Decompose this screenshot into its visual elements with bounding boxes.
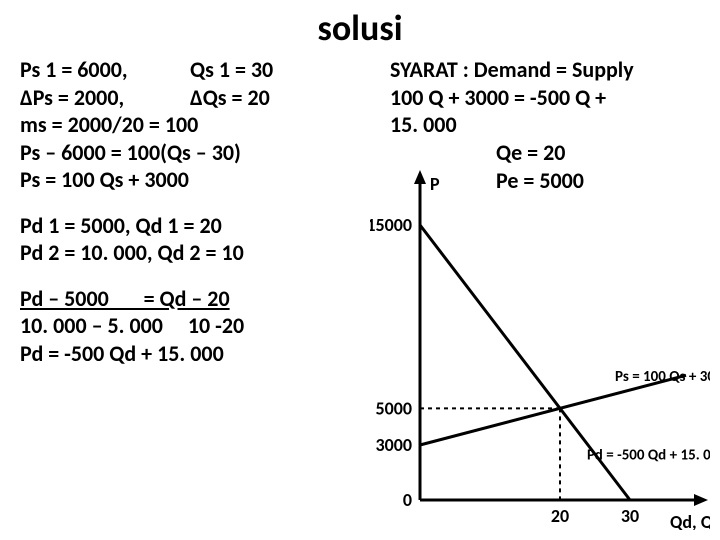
syarat-l2: 100 Q + 3000 = -500 Q + (390, 84, 710, 112)
pd2: Pd 2 = 10. 000, Qd 2 = 10 (20, 239, 360, 267)
svg-text:20: 20 (551, 505, 569, 527)
page-title: solusi (0, 6, 720, 50)
svg-text:15000: 15000 (370, 214, 412, 236)
ps1: Ps 1 = 6000, (20, 56, 190, 84)
svg-text:5000: 5000 (376, 397, 413, 419)
svg-text:30: 30 (621, 505, 639, 527)
ms: ms = 2000/20 = 100 (20, 111, 360, 139)
demand-eq-block: Pd – 5000 = Qd – 20 10. 000 – 5. 000 10 … (20, 285, 360, 368)
supply-eq1: Ps – 6000 = 100(Qs – 30) (20, 139, 360, 167)
svg-text:Ps = 100 Qs + 3000: Ps = 100 Qs + 3000 (615, 368, 710, 386)
syarat-l3: 15. 000 (390, 111, 710, 139)
svg-text:3000: 3000 (376, 434, 413, 456)
pd1: Pd 1 = 5000, Qd 1 = 20 (20, 212, 360, 240)
dps: ΔPs = 2000, (20, 84, 190, 112)
equilibrium-chart: P Qd, Qs 15000 5000 3000 0 20 30 Ps = 100 Qs + 3… (370, 160, 710, 530)
demand-result: Pd = -500 Qd + 15. 000 (20, 340, 360, 368)
svg-text:Qd, Qs: Qd, Qs (670, 511, 710, 530)
dqs: ΔQs = 20 (190, 84, 270, 112)
svg-text:0: 0 (403, 489, 412, 511)
left-column: Ps 1 = 6000, Qs 1 = 30 ΔPs = 2000, ΔQs =… (20, 56, 360, 385)
chart-svg: P Qd, Qs 15000 5000 3000 0 20 30 Ps = 100 Qs + 3… (370, 160, 710, 530)
supply-eq2: Ps = 100 Qs + 3000 (20, 166, 360, 194)
demand-frac-bot: 10. 000 – 5. 000 10 -20 (20, 312, 360, 340)
demand-points-block: Pd 1 = 5000, Qd 1 = 20 Pd 2 = 10. 000, Q… (20, 212, 360, 267)
svg-text:Pd = -500 Qd + 15. 000: Pd = -500 Qd + 15. 000 (587, 447, 710, 465)
syarat-block: SYARAT : Demand = Supply 100 Q + 3000 = … (390, 56, 710, 139)
demand-frac-top: Pd – 5000 = Qd – 20 (20, 285, 360, 313)
syarat-l1: SYARAT : Demand = Supply (390, 56, 710, 84)
supply-calc-block: Ps 1 = 6000, Qs 1 = 30 ΔPs = 2000, ΔQs =… (20, 56, 360, 194)
svg-text:P: P (430, 173, 440, 195)
qs1: Qs 1 = 30 (190, 56, 273, 84)
